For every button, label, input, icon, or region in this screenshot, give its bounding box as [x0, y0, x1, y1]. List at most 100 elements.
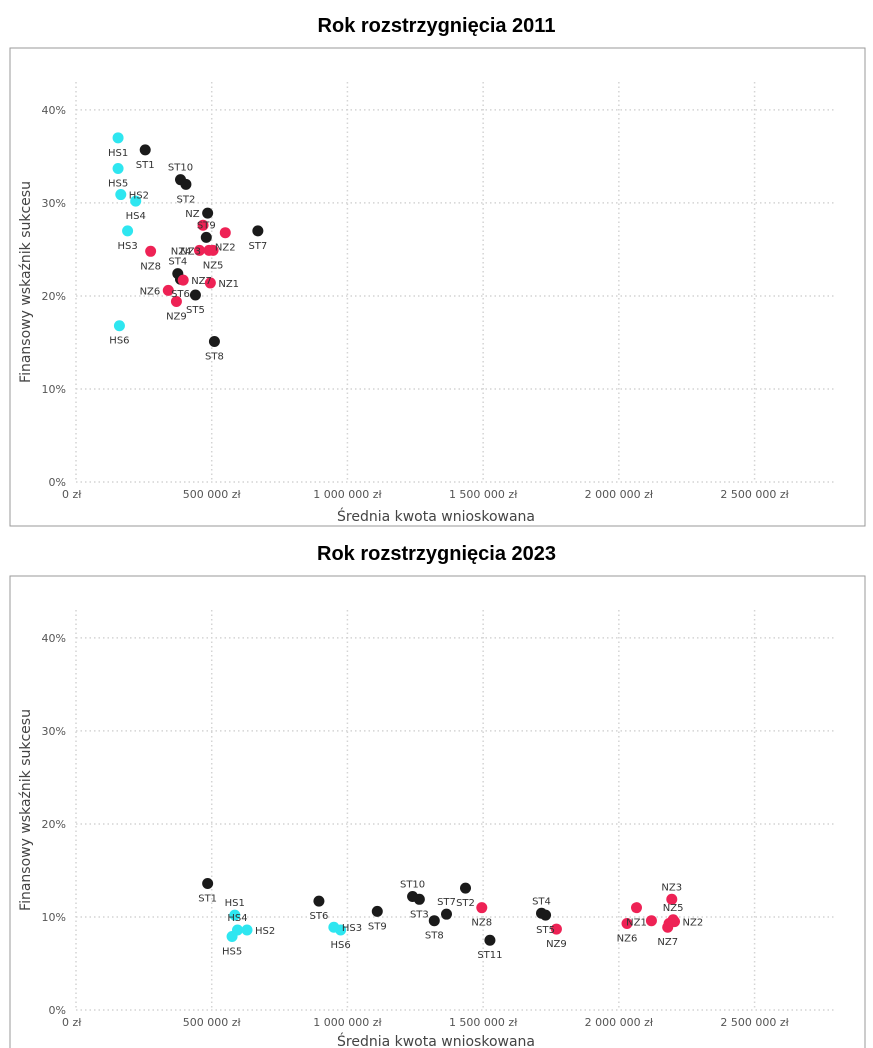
- chart-1-title: Rok rozstrzygnięcia 2011: [317, 15, 556, 37]
- data-label: ST9: [197, 220, 216, 231]
- data-point-st7: [441, 908, 452, 920]
- x-tick-label: 1 500 000 zł: [449, 488, 518, 501]
- data-label: ST4: [532, 896, 551, 907]
- data-point-st7: [252, 225, 264, 237]
- data-point-nz3: [666, 893, 678, 905]
- data-point-hs6: [113, 320, 125, 332]
- x-tick-label: 2 500 000 zł: [720, 1016, 789, 1029]
- data-label: ST8: [425, 931, 444, 942]
- data-label: HS6: [331, 940, 351, 951]
- x-tick-label: 2 000 000 zł: [585, 1016, 654, 1029]
- data-point-nz7: [662, 921, 674, 933]
- y-tick-label: 40%: [42, 632, 66, 645]
- data-label: ST7: [248, 241, 267, 252]
- data-label: NZ8: [471, 918, 492, 929]
- data-point-st5: [540, 909, 552, 921]
- x-axis-title: Średnia kwota wnioskowana: [337, 507, 535, 525]
- data-label: HS2: [255, 926, 275, 937]
- data-point-st2: [460, 882, 471, 894]
- data-label: ST2: [456, 898, 475, 909]
- data-label: ST4: [168, 257, 187, 268]
- data-label: NZ1: [218, 279, 239, 290]
- data-label: HS5: [222, 947, 242, 958]
- data-label: HS1: [225, 898, 245, 909]
- data-label: HS1: [108, 148, 128, 159]
- data-point-nz4: [194, 244, 205, 256]
- x-tick-label: 1 000 000 zł: [313, 1016, 382, 1029]
- data-point-nz6: [162, 284, 174, 296]
- data-label: ST5: [536, 925, 555, 936]
- data-label: HS2: [129, 191, 149, 202]
- y-tick-label: 30%: [42, 197, 66, 210]
- data-label: ST1: [136, 160, 155, 171]
- data-label: NZ8: [140, 261, 161, 272]
- y-tick-label: 20%: [42, 818, 66, 831]
- chart-2-title: Rok rozstrzygnięcia 2023: [317, 543, 556, 565]
- data-point-st9: [371, 905, 383, 917]
- x-tick-label: 500 000 zł: [183, 488, 242, 501]
- chart-frame: [9, 575, 866, 1048]
- data-point-hs6: [335, 924, 347, 936]
- data-point-hs1: [229, 909, 241, 921]
- data-label: HS4: [227, 913, 247, 924]
- data-point-nz8: [476, 902, 488, 914]
- data-label: ST8: [205, 352, 224, 363]
- data-label: NZ2: [215, 243, 236, 254]
- data-label: ST10: [168, 163, 193, 174]
- chart-frame: [9, 47, 866, 527]
- data-label: ST5: [186, 305, 205, 316]
- data-point-st8: [428, 915, 440, 927]
- data-point-nz9: [170, 296, 182, 308]
- data-label: HS6: [109, 336, 129, 347]
- data-label: ST6: [310, 911, 329, 922]
- y-tick-label: 20%: [42, 290, 66, 303]
- data-point-st5: [189, 289, 201, 301]
- data-point-st1: [202, 877, 214, 889]
- data-point-nz7: [177, 274, 189, 286]
- data-label: NZ7: [191, 276, 212, 287]
- scatter-chart-2011: 0% 10% 20% 30% 40% 0 zł 500 000 zł 1 000 000 zł…: [9, 47, 866, 527]
- data-point-hs4: [130, 195, 142, 207]
- data-point-nz2: [219, 227, 231, 239]
- data-point-hs1: [112, 132, 124, 144]
- data-label: NZ1: [626, 918, 647, 929]
- data-point-nz6: [621, 917, 633, 929]
- y-tick-label: 0%: [49, 476, 66, 489]
- x-tick-label: 2 500 000 zł: [720, 488, 789, 501]
- data-point-st9: [200, 231, 212, 243]
- data-point-hs3: [122, 225, 134, 237]
- data-label: ST9: [368, 921, 387, 932]
- data-point-st2: [180, 178, 192, 190]
- data-label: NZ: [185, 209, 199, 220]
- data-label: NZ4: [171, 246, 192, 257]
- data-label: NZ9: [166, 312, 187, 323]
- x-tick-label: 0 zł: [62, 1016, 82, 1029]
- x-tick-label: 0 zł: [62, 488, 82, 501]
- data-label: NZ3: [661, 882, 682, 893]
- data-label: ST1: [198, 893, 217, 904]
- data-point-hs5: [112, 163, 124, 175]
- data-label: NZ9: [546, 939, 567, 950]
- data-label: ST10: [400, 880, 425, 891]
- data-point-hs2: [115, 189, 127, 201]
- data-point-st11: [484, 934, 496, 946]
- data-label: NZ6: [140, 286, 161, 297]
- x-tick-label: 500 000 zł: [183, 1016, 242, 1029]
- y-tick-label: 10%: [42, 911, 66, 924]
- data-label: NZ6: [617, 933, 638, 944]
- data-label: ST11: [477, 950, 502, 961]
- data-point-hs5: [226, 931, 238, 943]
- y-tick-label: 10%: [42, 383, 66, 396]
- data-point-nz1: [204, 277, 216, 289]
- data-label: NZ7: [657, 937, 678, 948]
- data-label: ST7: [437, 897, 456, 908]
- data-label: HS4: [126, 211, 146, 222]
- data-label: ST2: [177, 194, 196, 205]
- data-point-nz8: [145, 245, 157, 257]
- data-point-nz9: [550, 923, 562, 935]
- y-tick-label: 0%: [49, 1004, 66, 1017]
- data-label: NZ2: [683, 918, 704, 929]
- data-point-nz5: [207, 244, 219, 256]
- data-point-st1: [139, 144, 151, 156]
- y-tick-label: 30%: [42, 725, 66, 738]
